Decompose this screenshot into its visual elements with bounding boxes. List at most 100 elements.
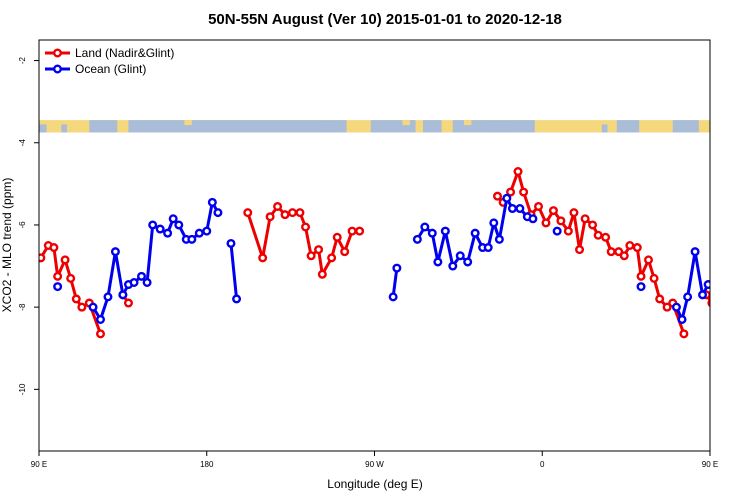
data-point-ocean [455,251,465,261]
data-point-ocean [489,218,499,228]
data-point-land [601,232,611,242]
x-tick-label: 90 E [702,460,718,469]
data-point-land [77,302,87,312]
data-point-ocean [168,214,178,224]
data-point-ocean [388,292,398,302]
data-point-land [340,247,350,257]
data-point-land [606,247,616,257]
data-point-land [541,218,551,228]
y-tick-label: -4 [18,139,27,147]
data-point-land [534,201,544,211]
data-point-land [655,294,665,304]
x-axis-label: Longitude (deg E) [327,477,422,491]
data-point-land [580,214,590,224]
data-point-land [548,206,558,216]
data-point-land [563,226,573,236]
data-point-land [265,212,275,222]
data-point-land [60,255,70,265]
series-line-land [39,244,102,335]
world-map-strip [39,120,717,133]
data-point-ocean [494,234,504,244]
data-point-land [679,329,689,339]
data-point-land [493,191,503,201]
y-axis: -2 -4 -6 -8 -10 [18,56,39,395]
data-point-ocean [232,294,242,304]
data-point-ocean [103,292,113,302]
series-line-ocean [675,250,710,321]
map-ocean-region [128,120,347,133]
x-tick-label: 90 E [31,460,47,469]
data-point-land [314,245,324,255]
data-point-ocean [129,277,139,287]
map-ocean-region [318,124,338,133]
data-point-land [96,329,106,339]
data-point-ocean [636,282,646,292]
data-point-land [569,208,579,218]
map-ocean-region [39,124,47,133]
legend-marker-land [53,48,63,58]
data-point-land [306,251,316,261]
data-point-land [123,298,133,308]
data-point-land [519,187,529,197]
data-point-land [332,232,342,242]
data-point-ocean [718,273,725,280]
map-ocean-region [601,124,608,133]
data-point-land [243,208,253,218]
x-tick-label: 0 [540,460,545,469]
series-land [39,167,710,339]
series-line-ocean [91,200,220,321]
data-point-ocean [502,193,512,203]
data-point-ocean [213,208,223,218]
data-point-land [556,216,566,226]
y-axis-label: XCO2 - MLO trend (ppm) [0,178,14,313]
data-point-land [355,226,365,236]
data-point-ocean [677,314,687,324]
series-line-ocean [229,243,239,300]
data-point-ocean [207,197,217,207]
map-ocean-region [422,120,442,133]
data-point-ocean [412,234,422,244]
y-tick-label: -6 [18,221,27,229]
data-point-ocean [194,228,204,238]
data-point-ocean [96,314,106,324]
series-ocean [53,193,730,324]
data-point-land [301,222,311,232]
series-line-land [246,204,360,276]
data-point-land [347,226,357,236]
legend-label-ocean: Ocean (Glint) [75,62,146,76]
data-point-ocean [187,234,197,244]
data-point-ocean [137,271,147,281]
map-ocean-region [89,120,118,133]
data-point-ocean [392,263,402,273]
data-point-land [280,210,290,220]
data-point-ocean [174,220,184,230]
map-ocean-region [616,120,640,133]
data-point-land [513,167,523,177]
data-point-ocean [448,261,458,271]
data-point-land [506,187,516,197]
data-point-ocean [470,228,480,238]
x-tick-label: 180 [200,460,214,469]
data-point-ocean [698,290,708,300]
data-point-ocean [88,302,98,312]
map-ocean-region [710,124,717,132]
data-point-land [636,271,646,281]
data-point-ocean [155,224,165,234]
data-point-land [273,201,283,211]
data-point-land [295,208,305,218]
map-ocean-region [61,124,67,133]
legend: Land (Nadir&Glint) Ocean (Glint) [45,46,174,76]
data-point-land [327,253,337,263]
map-ocean-region [486,124,515,133]
legend-marker-ocean [53,64,63,74]
data-point-land [662,302,672,312]
series-layer [39,167,730,339]
data-point-land [39,253,46,263]
x-axis: 90 E 180 90 W 0 90 E [31,451,718,469]
data-point-ocean [552,226,562,236]
data-point-ocean [118,290,128,300]
data-point-land [593,230,603,240]
y-tick-label: -8 [18,303,27,311]
data-point-ocean [53,282,63,292]
data-point-ocean [723,279,730,286]
